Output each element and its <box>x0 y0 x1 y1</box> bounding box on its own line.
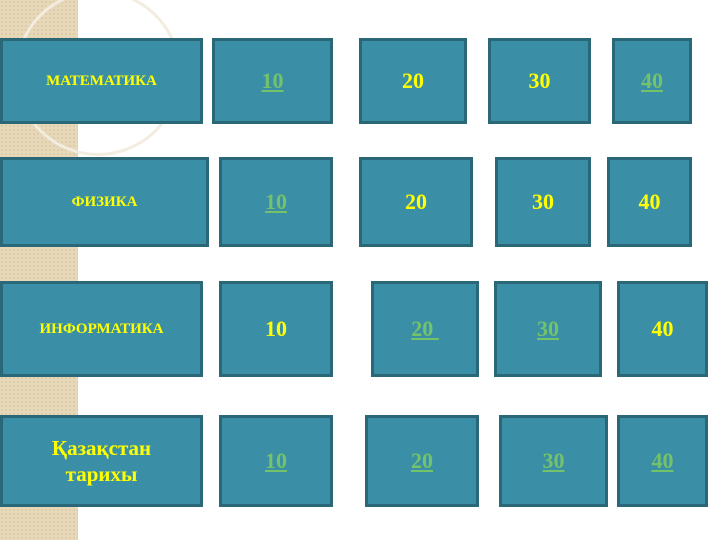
question-tile[interactable]: 10 <box>219 157 333 247</box>
point-value[interactable]: 40 <box>651 316 674 341</box>
point-value[interactable]: 40 <box>638 189 661 214</box>
question-tile[interactable]: 40 <box>617 281 708 377</box>
question-tile[interactable]: 10 <box>219 415 333 507</box>
category-label: ФИЗИКА <box>71 193 138 210</box>
question-tile[interactable]: 30 <box>494 281 602 377</box>
question-tile[interactable]: 30 <box>495 157 591 247</box>
question-tile[interactable]: 20 <box>365 415 479 507</box>
point-value[interactable]: 40 <box>651 448 674 473</box>
point-value[interactable]: 40 <box>641 68 663 93</box>
question-tile[interactable]: 20 <box>359 38 467 124</box>
point-value[interactable]: 10 <box>265 448 287 473</box>
question-tile[interactable]: 40 <box>612 38 692 124</box>
question-tile[interactable]: 20 <box>359 157 473 247</box>
point-value[interactable]: 20 <box>405 189 427 214</box>
point-value[interactable]: 30 <box>542 448 565 473</box>
point-value[interactable]: 20 <box>402 68 424 93</box>
point-value[interactable]: 20 <box>411 316 439 341</box>
question-tile[interactable]: 10 <box>219 281 333 377</box>
point-value[interactable]: 10 <box>261 68 284 93</box>
point-value[interactable]: 10 <box>265 316 287 341</box>
question-tile[interactable]: 30 <box>499 415 608 507</box>
point-value[interactable]: 30 <box>532 189 554 214</box>
question-tile[interactable]: 40 <box>607 157 692 247</box>
question-tile[interactable]: 20 <box>371 281 479 377</box>
category-tile: Қазақстан тарихы <box>0 415 203 507</box>
category-label: Қазақстан тарихы <box>51 436 152 486</box>
question-tile[interactable]: 40 <box>617 415 708 507</box>
category-tile: ИНФОРМАТИКА <box>0 281 203 377</box>
question-tile[interactable]: 10 <box>212 38 333 124</box>
point-value[interactable]: 30 <box>537 316 559 341</box>
point-value[interactable]: 20 <box>411 448 433 473</box>
category-tile: МАТЕМАТИКА <box>0 38 203 124</box>
category-label: ИНФОРМАТИКА <box>39 320 164 337</box>
point-value[interactable]: 30 <box>528 68 551 93</box>
category-label: МАТЕМАТИКА <box>46 72 157 89</box>
point-value[interactable]: 10 <box>265 189 287 214</box>
question-tile[interactable]: 30 <box>488 38 591 124</box>
category-tile: ФИЗИКА <box>0 157 209 247</box>
